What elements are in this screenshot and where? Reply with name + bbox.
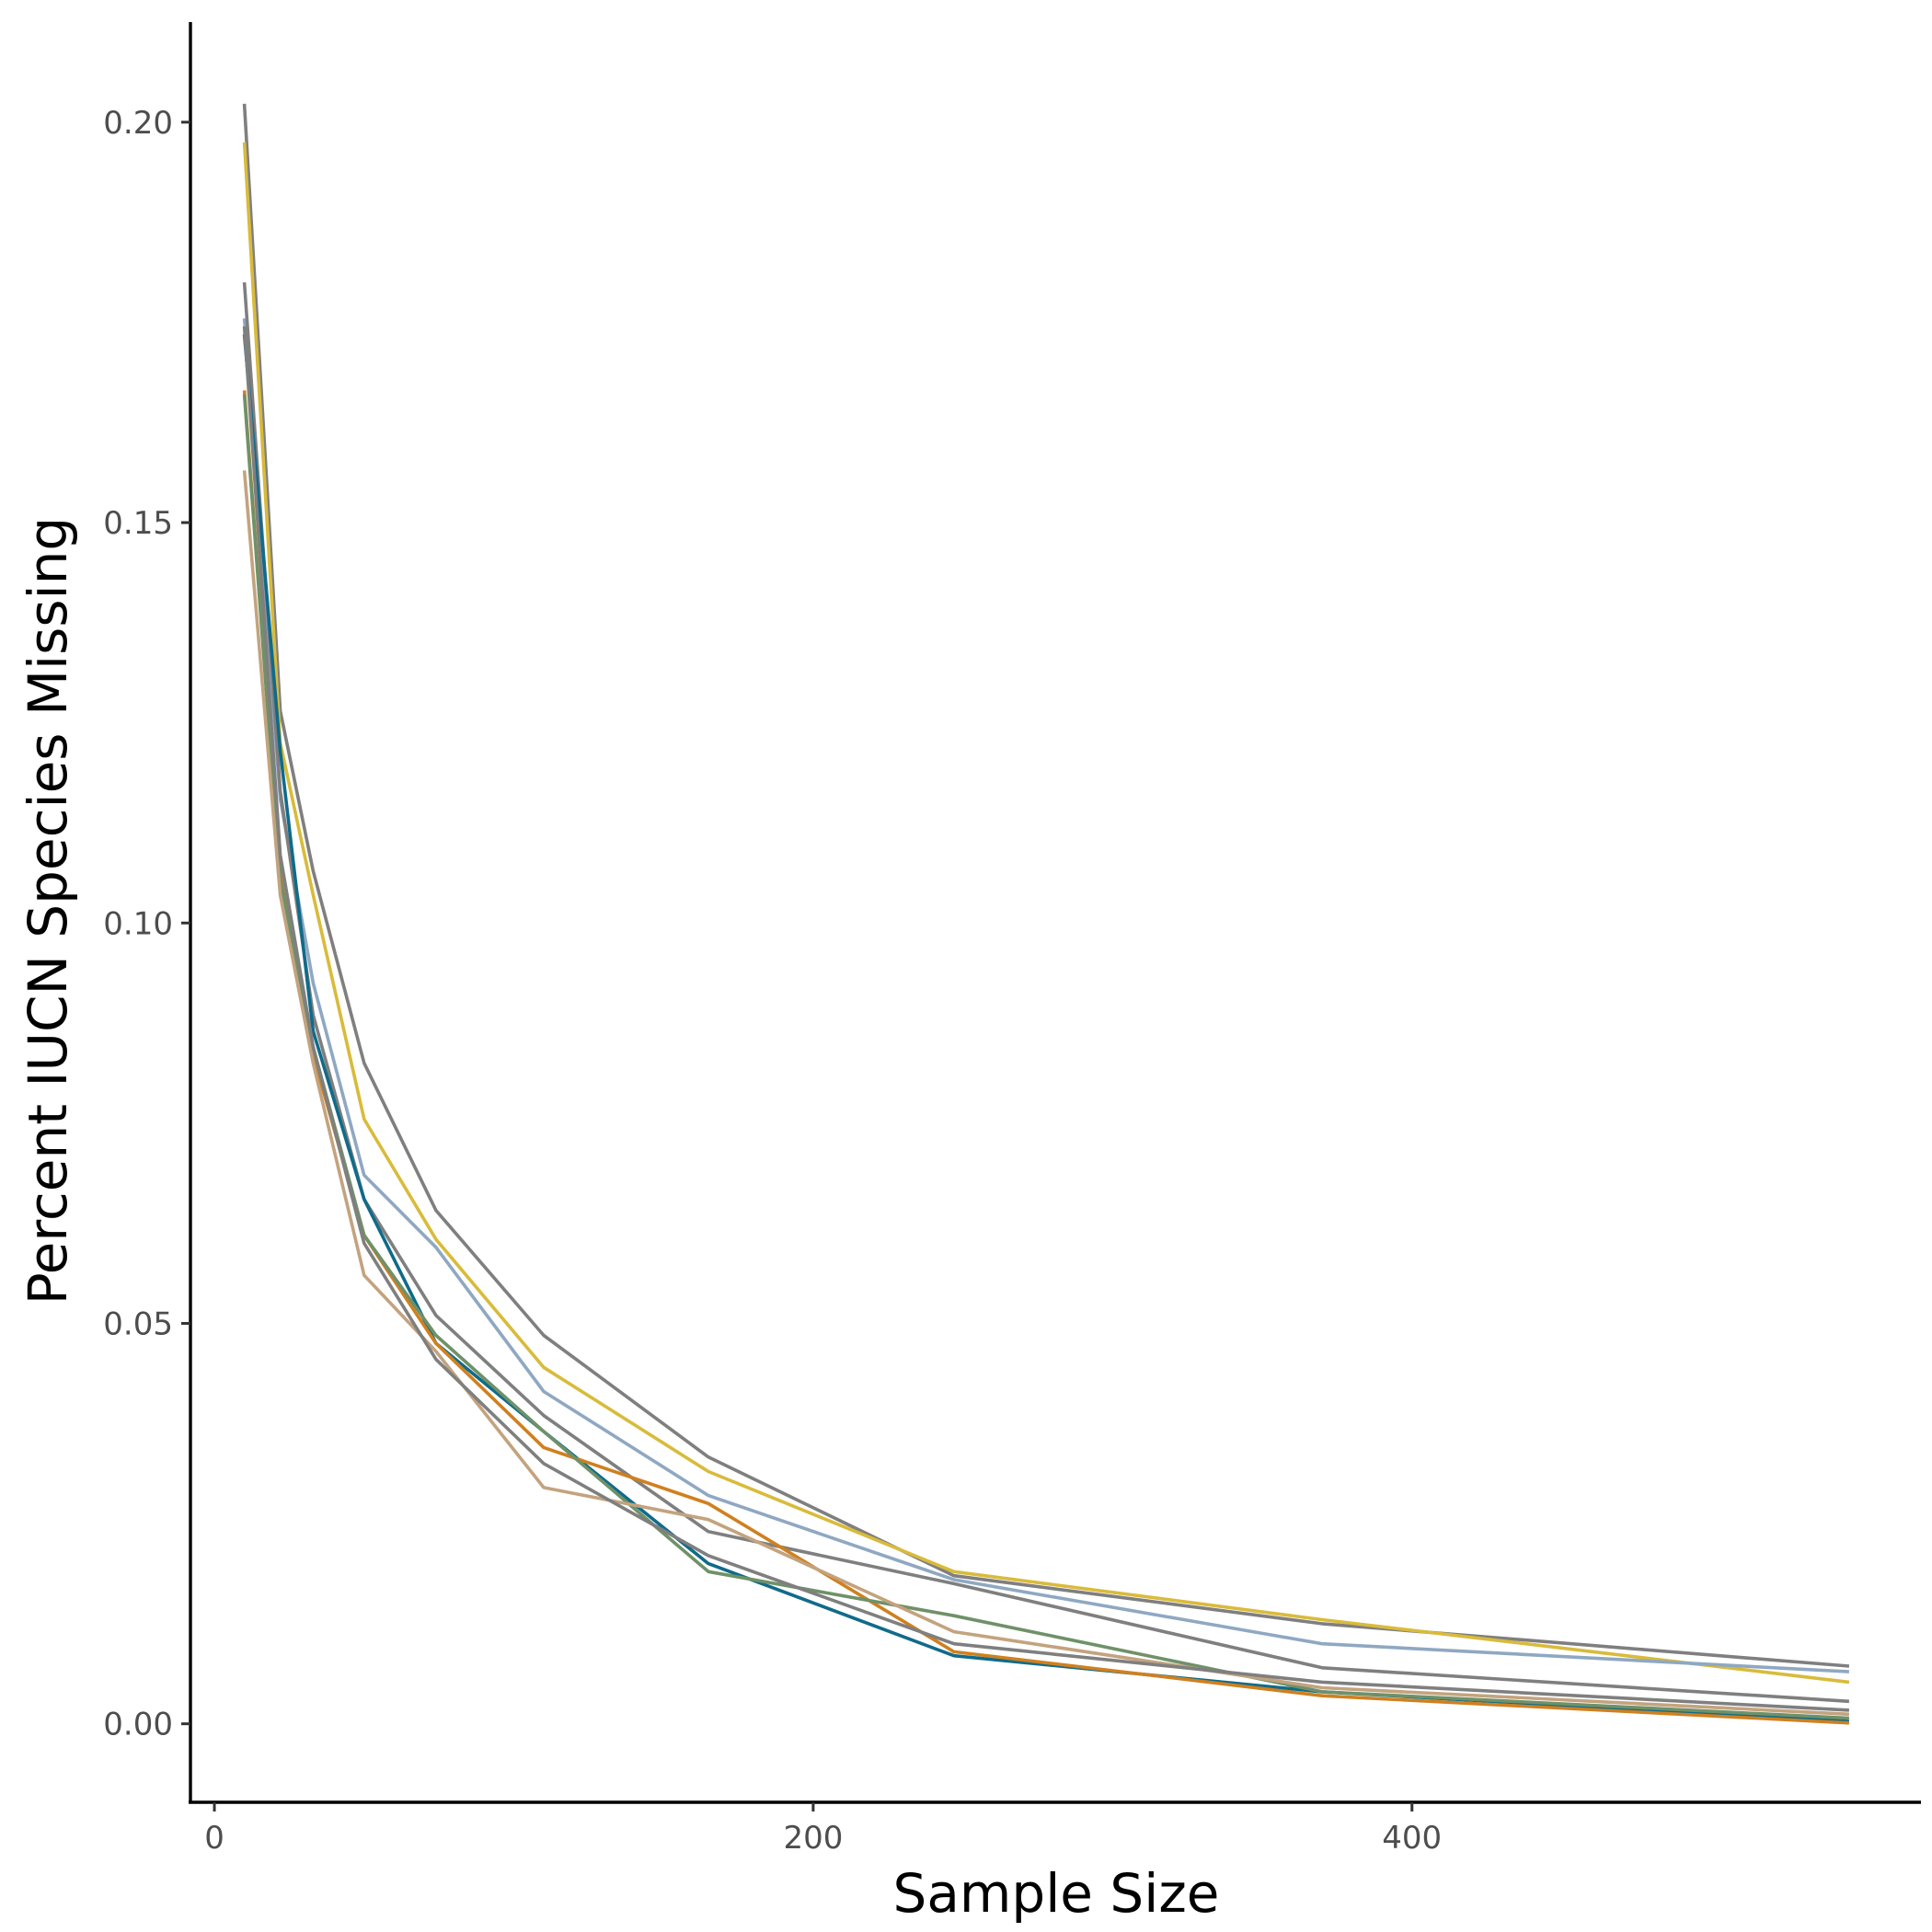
x-tick-label: 200 [783, 1820, 843, 1857]
ticks-layer: 0.00 0.05 0.10 0.15 0.20 0 200 400 [103, 105, 1442, 1857]
series-line-8 [242, 470, 1849, 1717]
x-tick-label: 400 [1382, 1820, 1442, 1857]
x-tick-label: 0 [204, 1820, 224, 1857]
y-tick-label: 0.05 [103, 1305, 173, 1342]
y-tick-label: 0.00 [103, 1707, 173, 1743]
y-tick-label: 0.15 [103, 505, 173, 542]
series-line-5 [242, 334, 1850, 1723]
series-line-6 [242, 390, 1849, 1725]
series-line-7 [242, 394, 1849, 1720]
y-tick-label: 0.10 [103, 905, 173, 942]
series-line-4 [242, 282, 1850, 1704]
series-line-9 [242, 326, 1849, 1712]
series-line-2 [242, 142, 1850, 1685]
series-layer [242, 103, 1850, 1725]
y-axis-title: Percent IUCN Species Missing [17, 517, 79, 1305]
series-line-1 [242, 103, 1850, 1668]
series-line-3 [242, 317, 1849, 1673]
y-tick-label: 0.20 [103, 105, 173, 142]
x-axis-title: Sample Size [893, 1862, 1220, 1925]
